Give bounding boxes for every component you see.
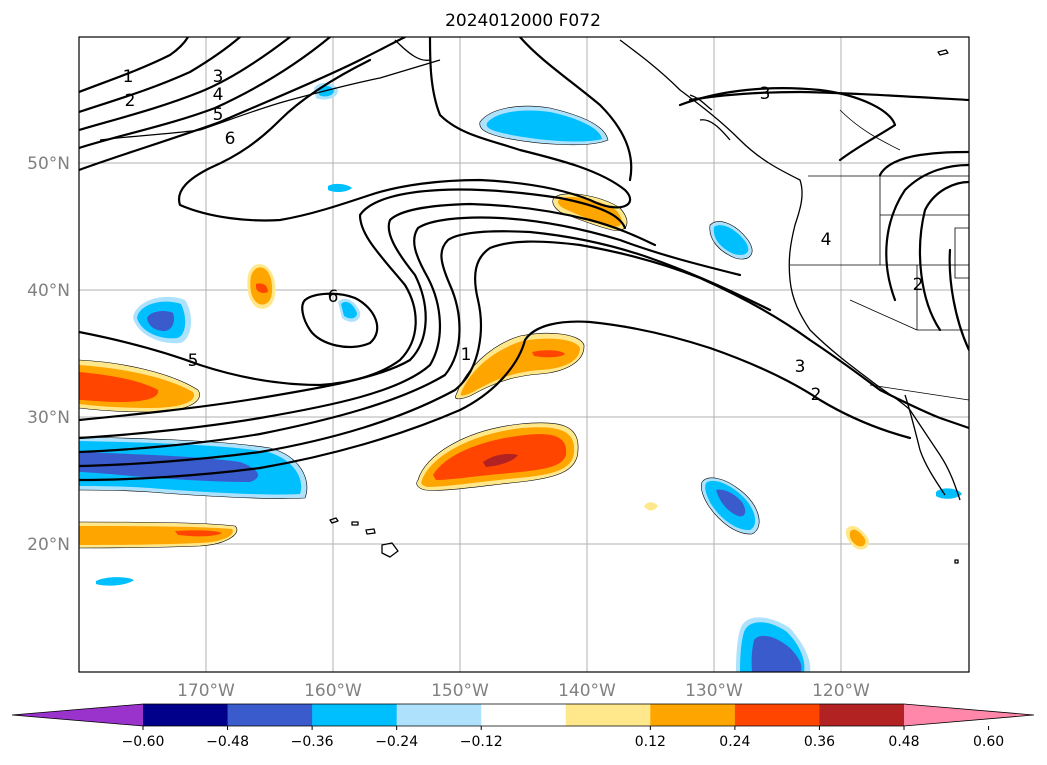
- contour-line: [79, 320, 912, 482]
- anomaly-fill: [486, 110, 602, 142]
- contour-label: 1: [123, 67, 134, 87]
- latitude-labels: 50°N 40°N 30°N 20°N: [27, 154, 70, 555]
- contour-line: [79, 37, 407, 172]
- contour-line: [301, 292, 379, 349]
- border-us-mexico: [869, 384, 969, 401]
- contour-label: 3: [213, 67, 224, 87]
- colorbar-swatch: [143, 704, 229, 726]
- lon-label: 170°W: [177, 681, 235, 701]
- anomaly-outlines: [79, 105, 760, 549]
- coastlines: [99, 39, 961, 564]
- lon-label: 130°W: [685, 681, 743, 701]
- anomaly-fill: [328, 183, 352, 193]
- anomaly-fill: [644, 502, 658, 511]
- anomaly-fills: [79, 82, 962, 672]
- colorbar-extend-low: [12, 704, 143, 726]
- contour-label: 2: [913, 275, 924, 295]
- lat-label: 30°N: [27, 408, 70, 428]
- colorbar-tick-label: 0.36: [804, 734, 835, 750]
- colorbar-tick-label: 0.24: [719, 734, 750, 750]
- contour-line: [177, 37, 632, 222]
- anomaly-fill: [558, 197, 622, 227]
- contour-label: 5: [213, 105, 224, 125]
- lon-label: 140°W: [558, 681, 616, 701]
- contour-line: [79, 240, 969, 468]
- anomaly-fill: [175, 530, 222, 537]
- contour-labels: 1 2 3 4 5 6 5 6 1 3 2 3 4 2: [123, 67, 924, 405]
- longitude-labels: 170°W 160°W 150°W 140°W 130°W 120°W: [177, 681, 870, 701]
- contour-line: [79, 37, 190, 94]
- colorbar-swatch: [396, 704, 482, 726]
- contour-label: 2: [125, 91, 136, 111]
- contour-label: 5: [188, 351, 199, 371]
- contour-label: 3: [795, 357, 806, 377]
- lat-label: 20°N: [27, 535, 70, 555]
- coastline-baja: [904, 394, 946, 496]
- anomaly-fill: [79, 372, 159, 402]
- colorbar-swatch: [227, 704, 313, 726]
- contour-label: 3: [760, 84, 771, 104]
- colorbar-tick-label: 0.48: [888, 734, 919, 750]
- height-contours: [79, 37, 969, 482]
- contour-label: 6: [328, 287, 339, 307]
- anomaly-fill: [716, 489, 746, 517]
- contour-line: [79, 37, 332, 150]
- colorbar-tick-label: −0.12: [460, 734, 503, 750]
- colorbar-tick-label: −0.60: [122, 734, 165, 750]
- colorbar-swatch: [734, 704, 820, 726]
- anomaly-fill: [147, 310, 175, 331]
- lon-label: 150°W: [431, 681, 489, 701]
- lon-label: 160°W: [304, 681, 362, 701]
- contour-label: 1: [461, 345, 472, 365]
- political-borders: [790, 109, 969, 401]
- anomaly-fill: [849, 529, 866, 547]
- contour-label: 4: [821, 230, 832, 250]
- anomaly-fill: [532, 350, 565, 358]
- colorbar-tick-label: −0.48: [206, 734, 249, 750]
- map-area: 1 2 3 4 5 6 5 6 1 3 2 3 4 2: [79, 37, 969, 672]
- colorbar: −0.60 −0.48 −0.36 −0.24 −0.12 0.12 0.24 0.36 0.4…: [11, 703, 1035, 750]
- coastline-hawaii: [329, 517, 399, 558]
- map-title: 2024012000 F072: [445, 11, 601, 31]
- lat-label: 40°N: [27, 281, 70, 301]
- lat-label: 50°N: [27, 154, 70, 174]
- coastline-alaska: [99, 59, 441, 141]
- anomaly-fill: [341, 301, 357, 319]
- colorbar-tick-label: −0.36: [291, 734, 334, 750]
- colorbar-swatch: [650, 704, 736, 726]
- coastline-north-america: [619, 39, 961, 501]
- contour-label: 2: [811, 385, 822, 405]
- lon-label: 120°W: [812, 681, 870, 701]
- graticule: [79, 37, 969, 672]
- colorbar-extend-high: [904, 704, 1034, 726]
- contour-line: [79, 37, 242, 114]
- contour-label: 6: [225, 129, 236, 149]
- colorbar-swatch: [481, 704, 567, 726]
- anomaly-fill: [96, 577, 134, 586]
- colorbar-swatch: [565, 704, 651, 726]
- colorbar-swatch: [819, 704, 905, 726]
- colorbar-tick-label: −0.24: [375, 734, 418, 750]
- contour-line: [79, 188, 627, 387]
- map-frame: [78, 36, 970, 673]
- contour-label: 4: [213, 85, 224, 105]
- anomaly-fill: [483, 453, 518, 467]
- colorbar-tick-label: 0.60: [973, 734, 1004, 750]
- anomaly-fill: [751, 635, 802, 672]
- anomaly-fill: [713, 225, 749, 255]
- anomaly-fill: [256, 283, 268, 293]
- colorbar-swatch: [312, 704, 398, 726]
- contour-line: [678, 87, 897, 162]
- colorbar-tick-label: 0.12: [635, 734, 666, 750]
- contour-line: [79, 37, 292, 132]
